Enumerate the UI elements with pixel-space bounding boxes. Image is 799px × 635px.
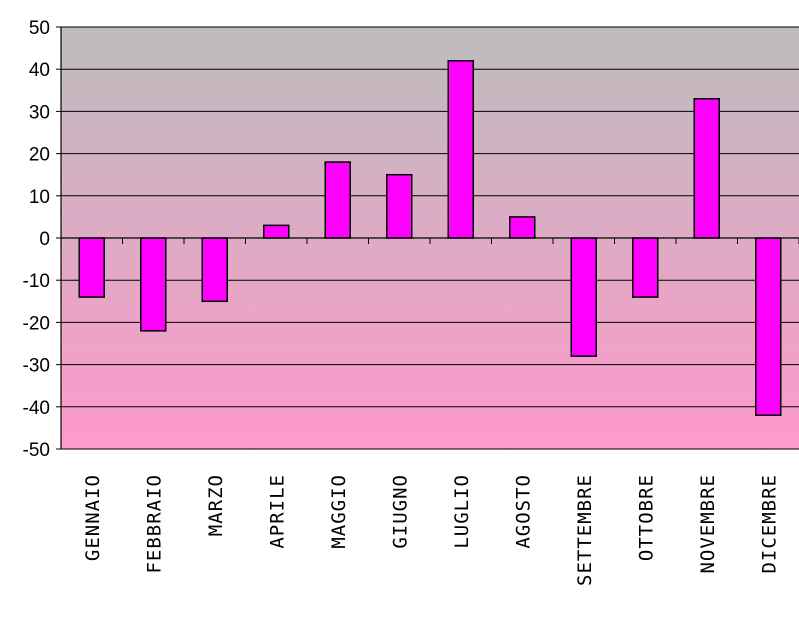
bar-giugno — [386, 173, 413, 239]
y-tick-label: 30 — [29, 102, 50, 123]
bars — [78, 60, 782, 416]
bar-settembre — [570, 237, 597, 357]
x-tick-label-settembre: SETTEMBRE — [574, 474, 596, 586]
y-tick-label: -40 — [23, 398, 50, 419]
x-tick-label-novembre: NOVEMBRE — [697, 474, 719, 574]
y-tick-label: 50 — [29, 18, 50, 39]
y-tick-label: -20 — [23, 313, 50, 334]
y-tick-label: 20 — [29, 145, 50, 166]
y-tick-label: -10 — [23, 271, 50, 292]
x-tick-label-luglio: LUGLIO — [451, 474, 473, 549]
y-tick-label: -50 — [23, 440, 50, 461]
bar-luglio — [447, 60, 474, 239]
y-tick-label: 10 — [29, 187, 50, 208]
bar-gennaio — [78, 237, 105, 298]
gridlines — [61, 26, 799, 450]
x-tick-label-dicembre: DICEMBRE — [758, 474, 780, 574]
bar-aprile — [263, 224, 290, 239]
x-tick-label-marzo: MARZO — [205, 474, 227, 536]
bar-ottobre — [632, 237, 659, 298]
x-axis-ticks: GENNAIO FEBBRAIO MARZO APRILE MAGGIO GIUGNO LU… — [82, 474, 781, 586]
x-tick-label-febbraio: FEBBRAIO — [143, 474, 165, 574]
bar-marzo — [201, 237, 228, 303]
bar-agosto — [509, 216, 536, 239]
bar-dicembre — [755, 237, 782, 416]
x-tick-label-aprile: APRILE — [266, 474, 288, 549]
bar-novembre — [693, 97, 720, 239]
x-tick-label-ottobre: OTTOBRE — [635, 474, 657, 561]
y-tick-label: 40 — [29, 60, 50, 81]
y-tick-label: 0 — [39, 229, 50, 250]
x-tick-label-agosto: AGOSTO — [512, 474, 534, 549]
y-tick-label: -30 — [23, 356, 50, 377]
x-tick-label-giugno: GIUGNO — [389, 474, 411, 549]
y-axis-ticks: 50 40 30 20 10 0 -10 -20 -30 -40 -50 — [23, 18, 61, 461]
bar-febbraio — [140, 237, 167, 332]
bar-maggio — [324, 161, 351, 239]
x-tick-label-gennaio: GENNAIO — [82, 474, 104, 561]
x-tick-label-maggio: MAGGIO — [328, 474, 350, 549]
